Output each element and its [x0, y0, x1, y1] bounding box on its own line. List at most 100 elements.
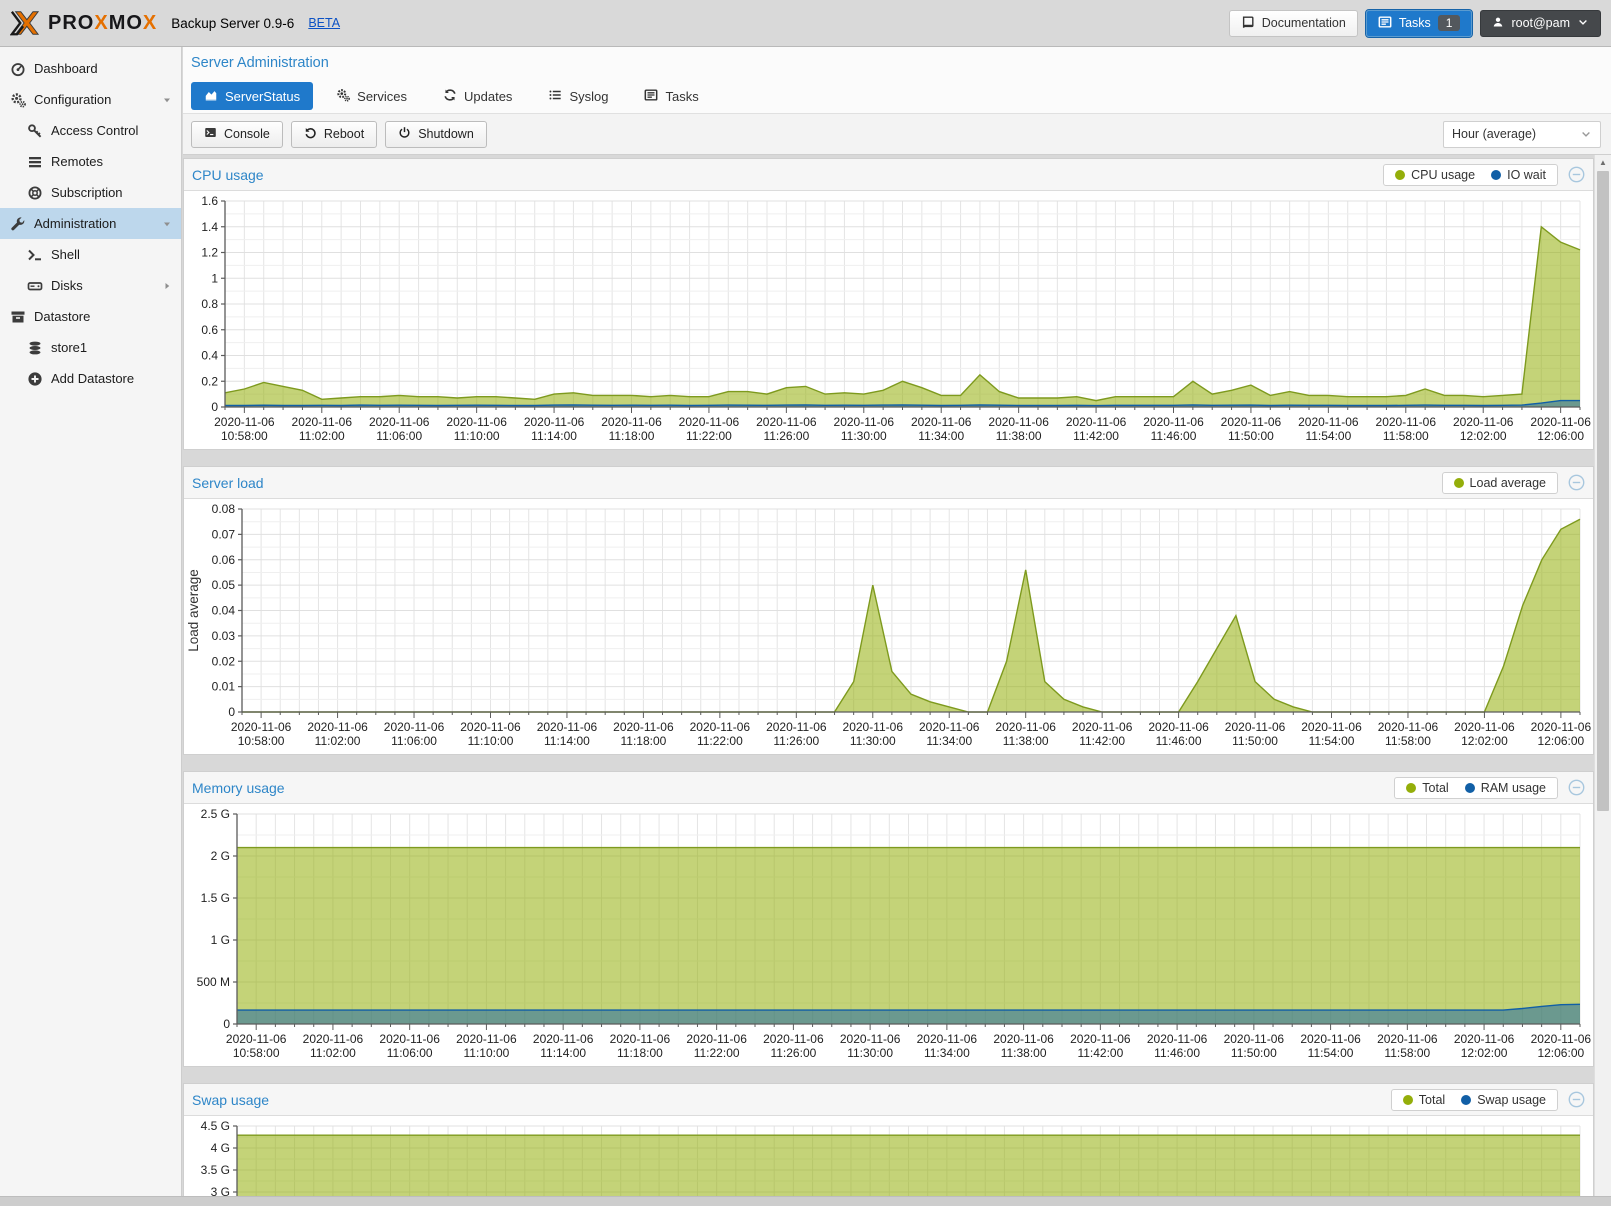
x-tick-date: 2020-11-06	[1300, 1032, 1361, 1046]
sidebar-item-disks[interactable]: Disks	[0, 270, 181, 301]
x-tick-date: 2020-11-06	[1070, 1032, 1131, 1046]
sidebar-item-label: Disks	[51, 278, 83, 293]
chart-area: 0 0.2 0.4 0.6 0.8 1 1.2 1.4 1.6 2020-11-06 10:58:0…	[184, 191, 1593, 449]
chart-legend: Load average	[1441, 471, 1558, 494]
x-tick-date: 2020-11-06	[292, 415, 353, 429]
x-tick-date: 2020-11-06	[1066, 415, 1127, 429]
x-tick-date: 2020-11-06	[1454, 1032, 1515, 1046]
sidebar-item-add-datastore[interactable]: Add Datastore	[0, 363, 181, 394]
chart-area-icon	[204, 88, 218, 105]
page-title: Server Administration	[191, 55, 329, 71]
y-tick-label: 1.5 G	[201, 891, 230, 905]
x-tick-time: 11:50:00	[1228, 429, 1274, 443]
x-tick-time: 11:18:00	[617, 1046, 663, 1060]
sidebar-item-administration[interactable]: Administration	[0, 208, 181, 239]
legend-item: Total	[1402, 1093, 1445, 1107]
time-range-select[interactable]: Hour (average)	[1443, 120, 1601, 148]
y-tick-label: 0.8	[201, 297, 218, 311]
sidebar-item-access-control[interactable]: Access Control	[0, 115, 181, 146]
x-tick-time: 11:38:00	[1001, 1046, 1047, 1060]
tab-label: ServerStatus	[225, 88, 301, 104]
x-tick-date: 2020-11-06	[303, 1032, 364, 1046]
sidebar-item-remotes[interactable]: Remotes	[0, 146, 181, 177]
tab-services[interactable]: Services	[323, 82, 420, 110]
x-tick-date: 2020-11-06	[369, 415, 430, 429]
collapse-arrow-icon[interactable]	[161, 94, 173, 106]
x-tick-time: 11:22:00	[686, 429, 732, 443]
x-tick-time: 11:58:00	[1384, 1046, 1430, 1060]
sidebar-item-store1[interactable]: store1	[0, 332, 181, 363]
server-load-panel: Server load Load average 0 0.01 0.02 0.03 0.04…	[183, 466, 1594, 755]
x-tick-date: 2020-11-06	[686, 1032, 747, 1046]
x-tick-date: 2020-11-06	[460, 720, 521, 734]
scrollbar[interactable]: ▲	[1594, 155, 1611, 1196]
x-tick-date: 2020-11-06	[993, 1032, 1054, 1046]
legend-label: Load average	[1469, 475, 1546, 490]
chart-panels: CPU usage CPU usage IO wait 0 0.2 0.4 0.6 0.8 1 1…	[183, 155, 1594, 1206]
collapse-panel-button[interactable]	[1568, 779, 1585, 796]
y-tick-label: 0	[223, 1017, 230, 1031]
sidebar-item-label: store1	[51, 340, 88, 355]
sidebar-item-shell[interactable]: Shell	[0, 239, 181, 270]
x-tick-date: 2020-11-06	[1221, 415, 1282, 429]
legend-label: CPU usage	[1411, 167, 1476, 182]
y-tick-label: 4.5 G	[201, 1119, 230, 1133]
app-header: PROXMOX Backup Server 0.9-6 BETA Documen…	[0, 0, 1611, 47]
y-tick-label: 2.5 G	[201, 807, 230, 821]
tab-updates[interactable]: Updates	[430, 82, 525, 110]
collapse-panel-button[interactable]	[1568, 474, 1585, 491]
x-tick-date: 2020-11-06	[679, 415, 740, 429]
sidebar-item-subscription[interactable]: Subscription	[0, 177, 181, 208]
scroll-up-arrow-icon[interactable]: ▲	[1599, 158, 1607, 167]
tab-label: Updates	[464, 88, 513, 104]
shutdown-button[interactable]: Shutdown	[385, 120, 487, 148]
y-tick-label: 2 G	[211, 849, 230, 863]
legend-label: IO wait	[1507, 167, 1546, 182]
documentation-button[interactable]: Documentation	[1228, 9, 1358, 37]
y-tick-label: 0.6	[201, 323, 218, 337]
y-tick-label: 0.03	[212, 629, 236, 643]
sidebar-item-label: Shell	[51, 247, 80, 262]
x-tick-time: 11:22:00	[697, 734, 743, 748]
y-tick-label: 1.4	[201, 220, 218, 234]
toolbar-button-label: Console	[224, 127, 270, 141]
scrollbar-thumb[interactable]	[1597, 171, 1609, 811]
x-tick-time: 11:26:00	[770, 1046, 816, 1060]
x-tick-date: 2020-11-06	[766, 720, 827, 734]
x-tick-time: 11:50:00	[1231, 1046, 1277, 1060]
x-tick-date: 2020-11-06	[610, 1032, 671, 1046]
sidebar-item-label: Dashboard	[34, 61, 98, 76]
memory-usage-panel: Memory usage Total RAM usage 0 500 M 1 G 1.5 G…	[183, 771, 1594, 1067]
collapse-panel-button[interactable]	[1568, 1091, 1585, 1108]
x-tick-date: 2020-11-06	[456, 1032, 517, 1046]
tasks-count-badge: 1	[1437, 15, 1461, 31]
x-tick-date: 2020-11-06	[1143, 415, 1204, 429]
tab-syslog[interactable]: Syslog	[535, 82, 621, 110]
tab-tasks[interactable]: Tasks	[631, 82, 711, 110]
x-tick-time: 11:46:00	[1156, 734, 1202, 748]
tab-serverstatus[interactable]: ServerStatus	[191, 82, 314, 110]
x-tick-time: 12:02:00	[1460, 429, 1507, 443]
title-row: Server Administration	[183, 47, 1611, 79]
tasks-icon	[644, 88, 658, 105]
sidebar-item-dashboard[interactable]: Dashboard	[0, 53, 181, 84]
console-button[interactable]: Console	[191, 120, 283, 148]
toolbar-buttons: Console Reboot Shutdown	[191, 120, 487, 148]
brand: PROXMOX Backup Server 0.9-6 BETA	[0, 8, 340, 38]
tab-label: Services	[357, 88, 408, 104]
y-tick-label: 1.2	[201, 246, 218, 260]
collapse-arrow-icon[interactable]	[161, 218, 173, 230]
cpu-usage-chart: 00.20.40.60.811.21.41.62020-11-0610:58:0…	[201, 194, 1591, 443]
tasks-button[interactable]: Tasks 1	[1364, 8, 1474, 38]
user-menu-button[interactable]: root@pam	[1480, 9, 1601, 37]
sidebar-item-label: Remotes	[51, 154, 104, 169]
refresh-icon	[443, 88, 457, 105]
reboot-button[interactable]: Reboot	[290, 120, 378, 148]
sidebar-item-label: Configuration	[34, 92, 112, 107]
beta-link[interactable]: BETA	[308, 16, 341, 30]
sidebar-item-configuration[interactable]: Configuration	[0, 84, 181, 115]
user-label: root@pam	[1511, 16, 1570, 30]
sidebar-item-datastore[interactable]: Datastore	[0, 301, 181, 332]
collapse-panel-button[interactable]	[1568, 166, 1585, 183]
